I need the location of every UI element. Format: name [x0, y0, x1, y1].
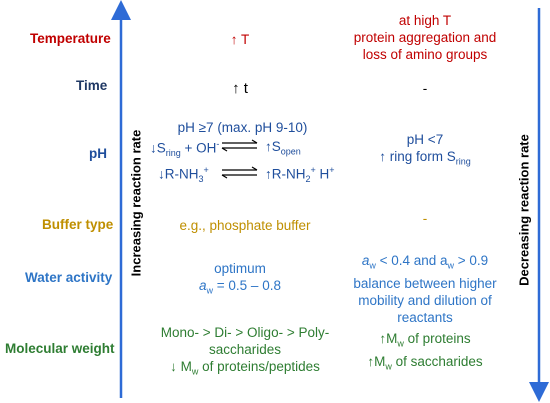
water-increase-line2: aw = 0.5 – 0.8 — [199, 278, 281, 296]
ph-increase-title: pH ≥7 (max. pH 9-10) — [177, 120, 308, 135]
ph-decrease: pH <7 ↑ ring form Sring — [340, 131, 510, 171]
water-decrease-line1: aw < 0.4 and aw > 0.9 — [361, 253, 489, 271]
equilibrium-arrow-2 — [221, 166, 258, 179]
ph-eq1-left: ↓Sring + OH- — [150, 139, 220, 159]
temperature-decrease: at high T protein aggregation and loss o… — [330, 12, 520, 63]
row-label-buffer: Buffer type — [42, 217, 114, 232]
equilibrium-arrow-1 — [221, 139, 258, 152]
molecular-decrease: ↑Mw of proteins ↑Mw of saccharides — [345, 330, 505, 375]
ph-decrease-line1: pH <7 — [406, 132, 444, 147]
buffer-increase: e.g., phosphate buffer — [179, 218, 311, 233]
temperature-decrease-line2: protein aggregation and — [353, 30, 497, 45]
molecular-decrease-line1: ↑Mw of proteins — [379, 331, 471, 349]
water-increase-line1: optimum — [214, 261, 266, 276]
ph-eq2-left: ↓R-NH3+ — [158, 165, 209, 185]
temperature-increase: ↑ T — [230, 32, 250, 47]
molecular-increase-line2: saccharides — [208, 342, 282, 357]
row-label-molecular: Molecular weight — [5, 341, 115, 356]
ph-eq1-right: ↑Sopen — [265, 139, 301, 157]
water-increase: optimum aw = 0.5 – 0.8 — [180, 260, 300, 300]
water-decrease-line3: mobility and dilution of — [358, 292, 492, 308]
temperature-decrease-line3: loss of amino groups — [362, 47, 488, 62]
molecular-increase-line3: ↓ Mw of proteins/peptides — [170, 359, 320, 377]
molecular-decrease-line2: ↑Mw of saccharides — [367, 353, 483, 372]
molecular-increase-line1: Mono- > Di- > Oligo- > Poly- — [160, 325, 330, 340]
row-label-water: Water activity — [25, 270, 113, 285]
time-increase: ↑ t — [232, 80, 248, 97]
buffer-decrease: - — [422, 211, 428, 226]
molecular-increase: Mono- > Di- > Oligo- > Poly- saccharides… — [145, 324, 345, 381]
ph-decrease-line2: ↑ ring form Sring — [379, 149, 471, 167]
row-label-time: Time — [76, 78, 108, 93]
time-decrease: - — [422, 81, 428, 96]
water-decrease-line4: reactants — [397, 309, 453, 325]
row-label-ph: pH — [89, 146, 107, 161]
ph-eq2-right: ↑R-NH2+ H+ — [265, 165, 335, 185]
water-decrease-line2: balance between higher — [353, 275, 497, 291]
temperature-decrease-line1: at high T — [398, 13, 452, 28]
water-decrease: aw < 0.4 and aw > 0.9 balance between hi… — [330, 252, 520, 326]
row-label-temperature: Temperature — [30, 31, 111, 46]
